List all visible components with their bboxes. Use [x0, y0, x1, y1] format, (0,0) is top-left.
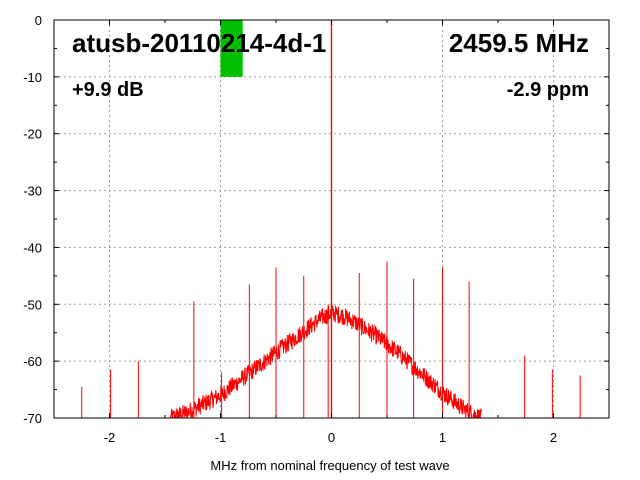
y-tick-label: 0 [35, 13, 42, 28]
y-tick-label: -10 [23, 70, 42, 85]
ppm-label: -2.9 ppm [507, 79, 589, 101]
noise-floor-trace [170, 305, 482, 420]
frequency-label: 2459.5 MHz [449, 28, 589, 58]
x-tick-label: 2 [550, 430, 557, 445]
y-tick-label: -50 [23, 297, 42, 312]
channel-marker [220, 20, 243, 77]
axis-ticks: 0-10-20-30-40-50-60-70-2 -1 0 1 2 [23, 13, 610, 445]
x-tick-label: -1 [215, 430, 227, 445]
device-name: atusb-20110214-4d-1 [72, 28, 326, 58]
y-tick-label: -70 [23, 411, 42, 426]
x-tick-label: 1 [439, 430, 446, 445]
gain-label: +9.9 dB [72, 79, 144, 101]
x-tick-label: 0 [328, 430, 335, 445]
y-tick-label: -40 [23, 240, 42, 255]
x-axis-label: MHz from nominal frequency of test wave [210, 458, 449, 473]
y-tick-label: -60 [23, 354, 42, 369]
x-tick-label: -2 [104, 430, 116, 445]
y-tick-label: -20 [23, 127, 42, 142]
y-tick-label: -30 [23, 184, 42, 199]
